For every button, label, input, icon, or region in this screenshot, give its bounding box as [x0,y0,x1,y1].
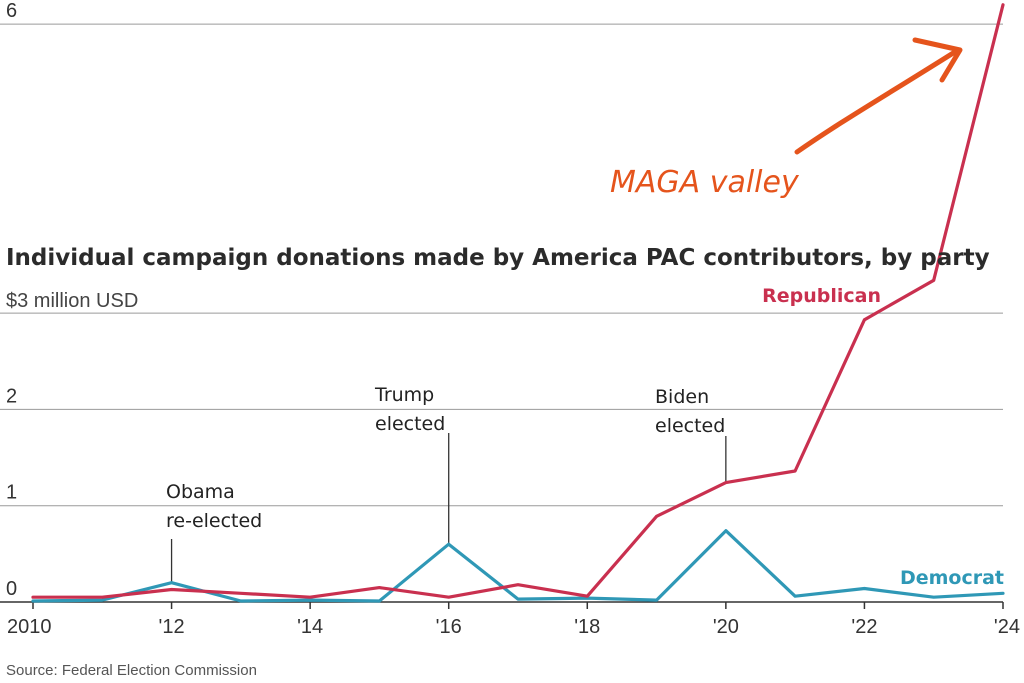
gridlines [0,23,1003,603]
y-tick-label: 0 [6,578,17,600]
maga-callout: MAGA valley [610,37,963,200]
y-tick-label: 6 [6,0,17,22]
y-tick-label: 1 [6,482,17,504]
annotation-label: elected [655,415,725,437]
callout-arrow [794,47,961,155]
x-tick-label: '22 [851,616,877,638]
x-tick-label: '12 [159,616,185,638]
y-axis-ticks: 0 1 2 6 [6,0,17,600]
callout-arrowhead [912,37,963,83]
y-unit-label: $3 million USD [6,290,138,312]
x-tick-label: '16 [436,616,462,638]
annotations: Obama re-elected Trump elected Biden elected [166,384,727,583]
x-tick-label: 2010 [7,616,52,638]
series-line-republican [31,3,1005,599]
maga-valley-label: MAGA valley [610,165,800,200]
x-tick-label: '14 [297,616,323,638]
series-label-democrat: Democrat [900,567,1004,589]
annotation-label: Obama [166,481,235,503]
series-label-republican: Republican [762,285,881,307]
chart-title: Individual campaign donations made by Am… [6,245,990,271]
x-tick-label: '20 [713,616,739,638]
y-tick-label: 2 [6,385,17,407]
x-tick-label: '18 [574,616,600,638]
x-axis-ticks: 2010 '12 '14 '16 '18 '20 '22 '24 [7,602,1020,638]
series-line-democrat [31,529,1005,603]
source-note: Source: Federal Election Commission [6,662,257,679]
series-lines: Republican Democrat [31,3,1005,603]
x-tick-label: '24 [994,616,1020,638]
annotation-label: Trump [374,384,434,406]
annotation-label: elected [375,413,445,435]
annotation-label: re-elected [166,510,262,532]
annotation-label: Biden [655,386,709,408]
